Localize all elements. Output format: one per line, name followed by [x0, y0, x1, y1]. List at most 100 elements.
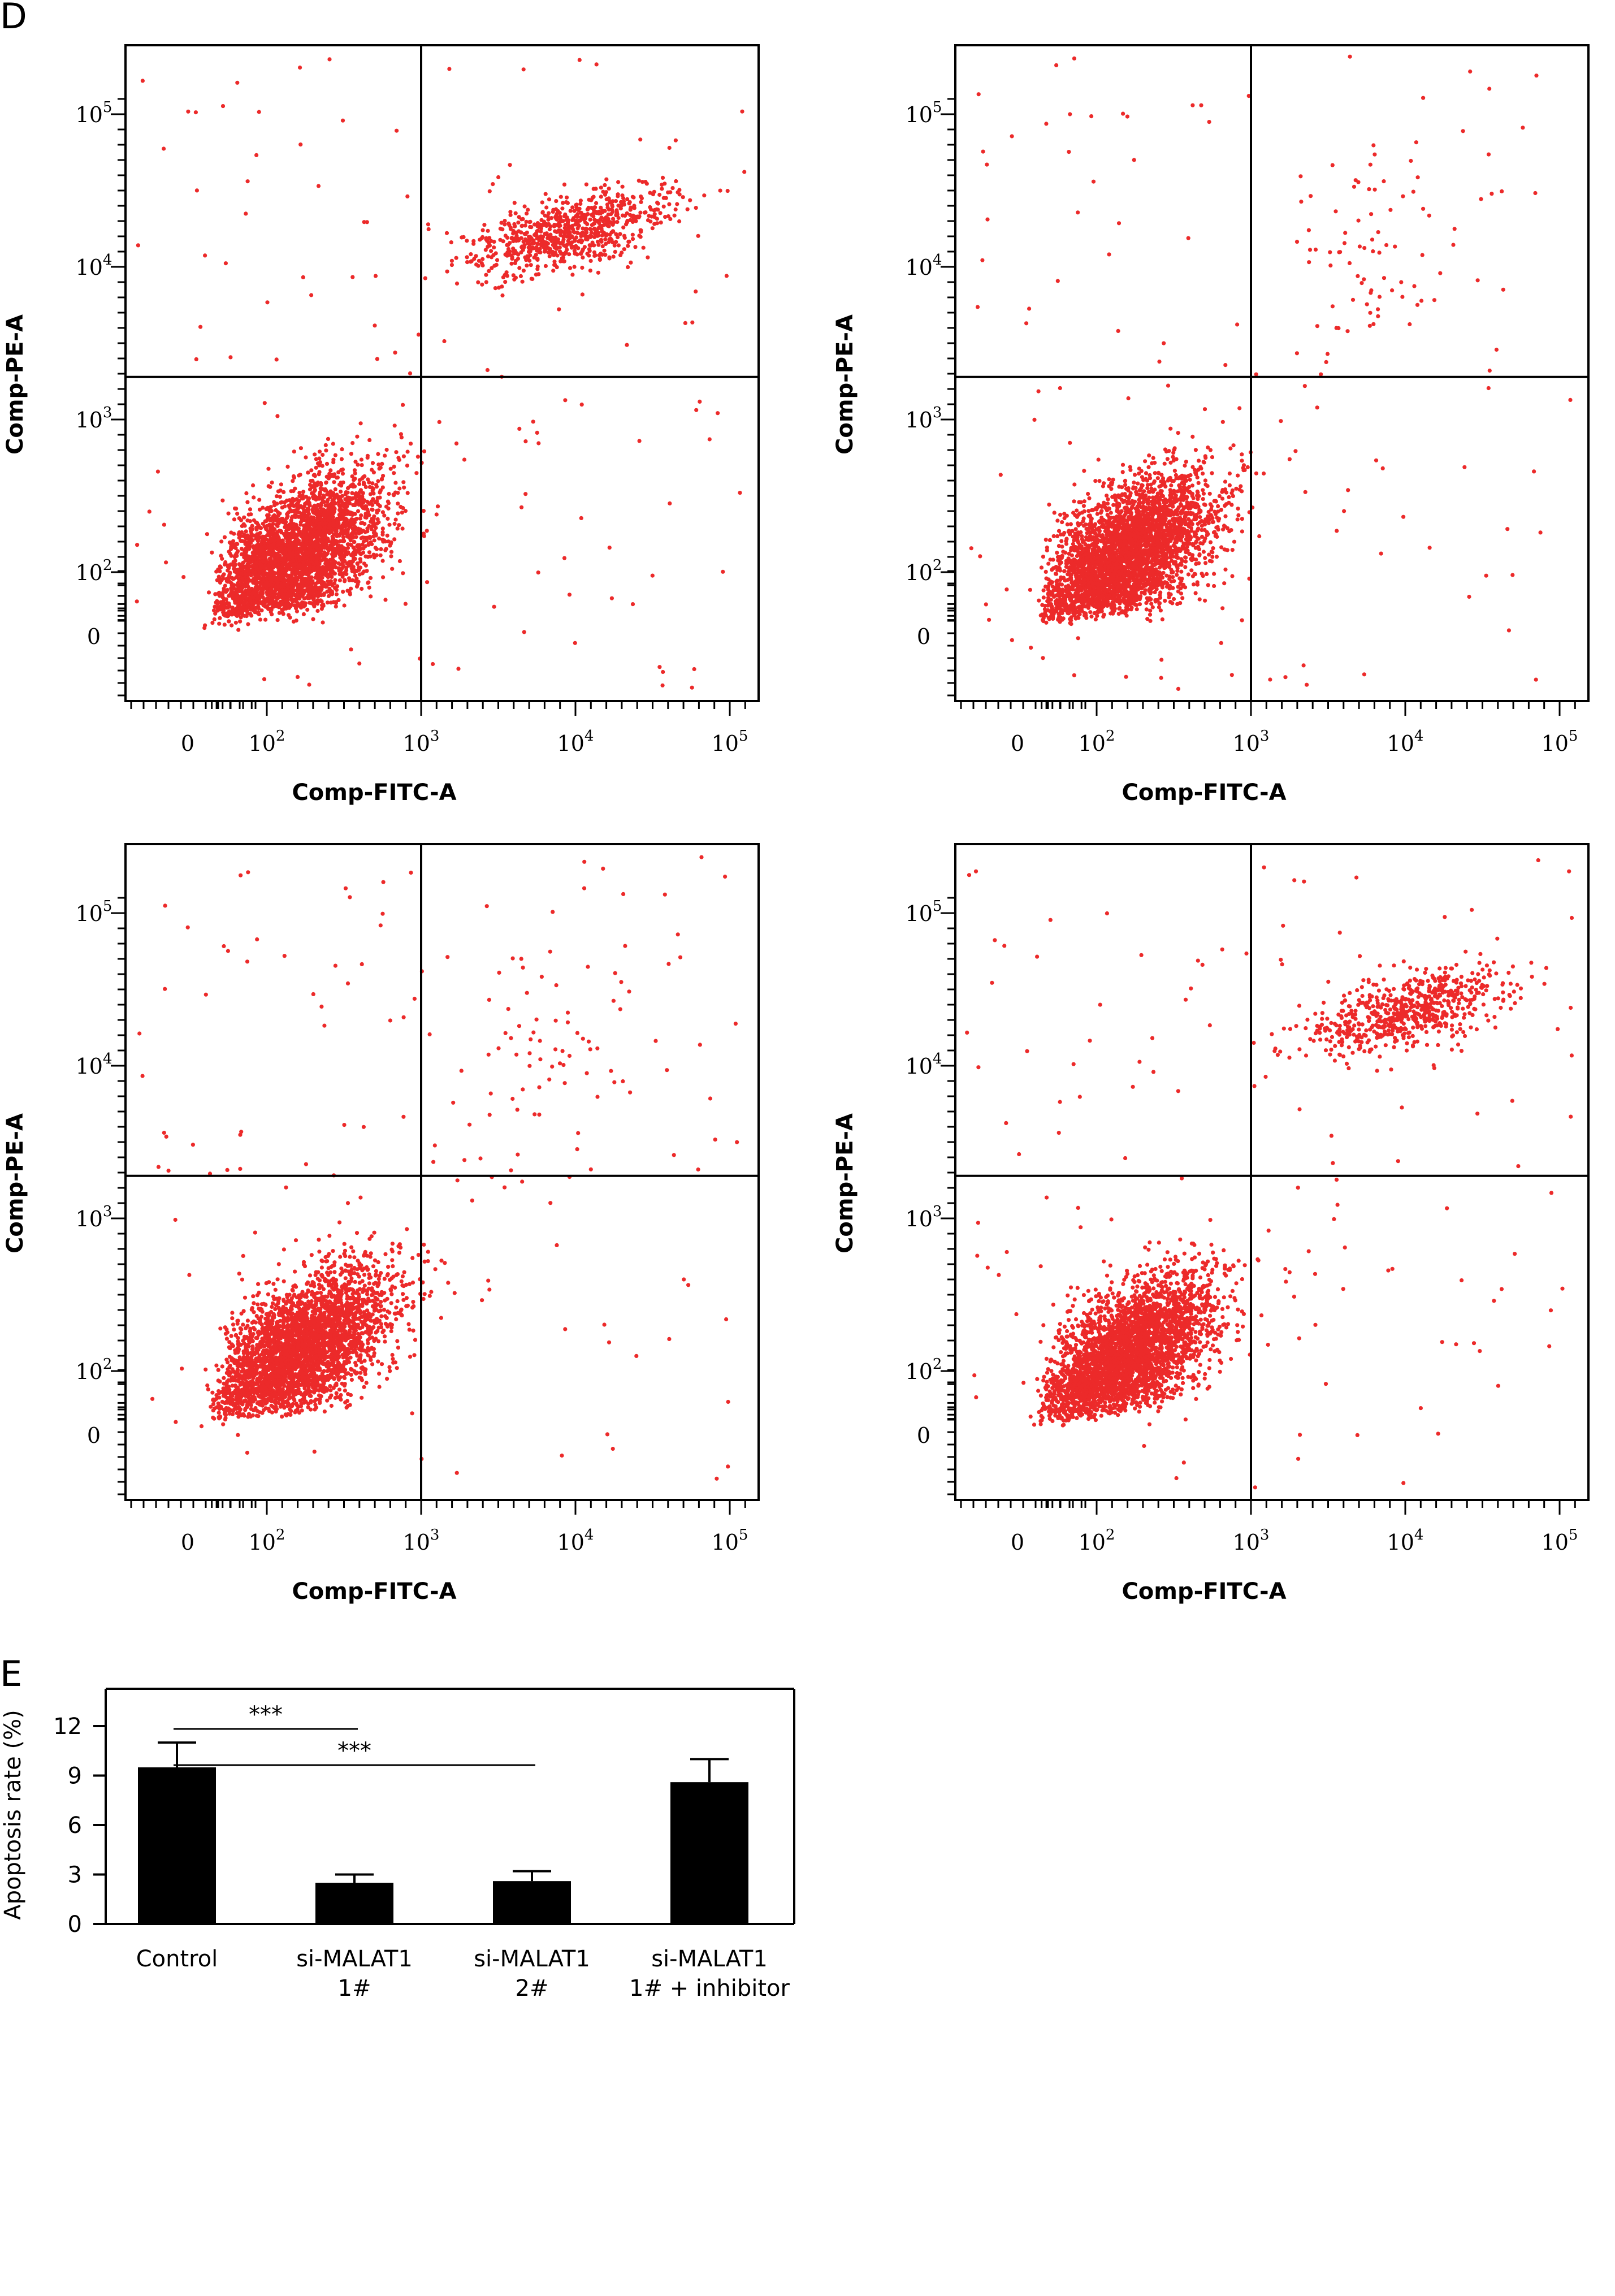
event-dot [269, 607, 273, 611]
event-dot [220, 104, 226, 109]
event-dot [307, 546, 311, 551]
event-dot [236, 609, 241, 614]
event-dot [247, 559, 252, 564]
event-dot [279, 575, 283, 580]
event-dot [286, 547, 291, 552]
event-dot [480, 263, 485, 268]
event-dot [231, 539, 236, 543]
event-dot [405, 194, 410, 198]
event-dot [403, 602, 408, 606]
event-dot [349, 452, 354, 456]
event-dot [565, 195, 569, 200]
event-dot [676, 190, 680, 194]
event-dot [517, 266, 522, 270]
event-dot [252, 518, 256, 522]
event-dot [248, 578, 253, 583]
event-dot [298, 65, 302, 70]
event-dot [325, 492, 330, 497]
event-dot [361, 482, 366, 487]
tick-base: 10 [76, 255, 103, 280]
event-dot [395, 128, 399, 133]
event-dot [234, 575, 239, 580]
event-dot [570, 244, 575, 249]
event-dot [522, 630, 526, 634]
event-dot [259, 555, 265, 560]
event-dot [285, 531, 289, 535]
event-dot [223, 583, 227, 588]
event-dot [628, 207, 633, 212]
event-dot [363, 506, 367, 511]
event-dot [235, 583, 240, 587]
event-dot [309, 535, 313, 540]
event-dot [375, 499, 379, 503]
event-dot [236, 628, 241, 632]
event-dot [357, 503, 361, 507]
event-dot [587, 243, 592, 248]
event-dot [246, 512, 251, 517]
event-dot [305, 501, 309, 505]
event-dot [506, 243, 510, 247]
event-dot [340, 503, 345, 508]
event-dot [376, 452, 380, 456]
event-dot [335, 475, 340, 480]
event-dot [661, 196, 666, 200]
event-dot [278, 488, 283, 493]
event-dot [335, 539, 339, 544]
event-dot [365, 535, 370, 540]
event-dot [302, 534, 306, 538]
event-dot [603, 183, 607, 187]
event-dot [603, 237, 608, 241]
event-dot [353, 525, 357, 529]
y-tick-label: 0 [87, 624, 101, 649]
event-dot [374, 547, 379, 551]
event-dot [435, 504, 440, 509]
event-dot [675, 202, 679, 206]
event-dot [283, 500, 287, 504]
event-dot [379, 547, 383, 551]
event-dot [353, 512, 357, 516]
event-dot [339, 481, 343, 485]
event-dot [652, 212, 657, 217]
event-dot [315, 608, 320, 613]
event-dot [652, 207, 657, 212]
event-dot [673, 138, 678, 142]
event-dot [588, 217, 592, 222]
event-dot [492, 263, 497, 268]
event-dot [646, 255, 650, 260]
event-dot [279, 540, 284, 545]
event-dot [484, 273, 488, 277]
event-dot [476, 280, 480, 284]
event-dot [622, 235, 627, 240]
event-dot [740, 109, 744, 114]
event-dot [246, 622, 250, 626]
event-dot [333, 453, 338, 457]
event-dot [326, 574, 331, 579]
event-dot [332, 480, 336, 485]
event-dot [637, 179, 641, 183]
event-dot [366, 580, 371, 585]
event-dot [326, 594, 331, 598]
event-dot [611, 240, 615, 245]
flow-cytometry-panels: 0 102 103 104 1050102103104105Comp-FITC-ACom… [2, 44, 1590, 1605]
event-dot [214, 569, 219, 574]
event-dot [570, 273, 575, 277]
event-dot [567, 593, 572, 597]
event-dot [220, 498, 225, 503]
event-dot [492, 604, 496, 609]
event-dot [444, 231, 449, 235]
event-dot [480, 257, 485, 261]
event-dot [605, 202, 610, 207]
event-dot [545, 214, 550, 219]
event-dot [367, 513, 371, 517]
event-dot [537, 249, 542, 253]
event-dot [270, 612, 274, 617]
event-dot [303, 588, 308, 593]
event-dot [262, 677, 267, 681]
event-dot [1203, 556, 1207, 560]
event-dot [261, 534, 265, 539]
event-dot [233, 598, 238, 603]
event-dot [1222, 581, 1227, 586]
x-tick-label: 105 [712, 728, 748, 756]
event-dot [544, 205, 549, 210]
event-dot [487, 241, 491, 245]
